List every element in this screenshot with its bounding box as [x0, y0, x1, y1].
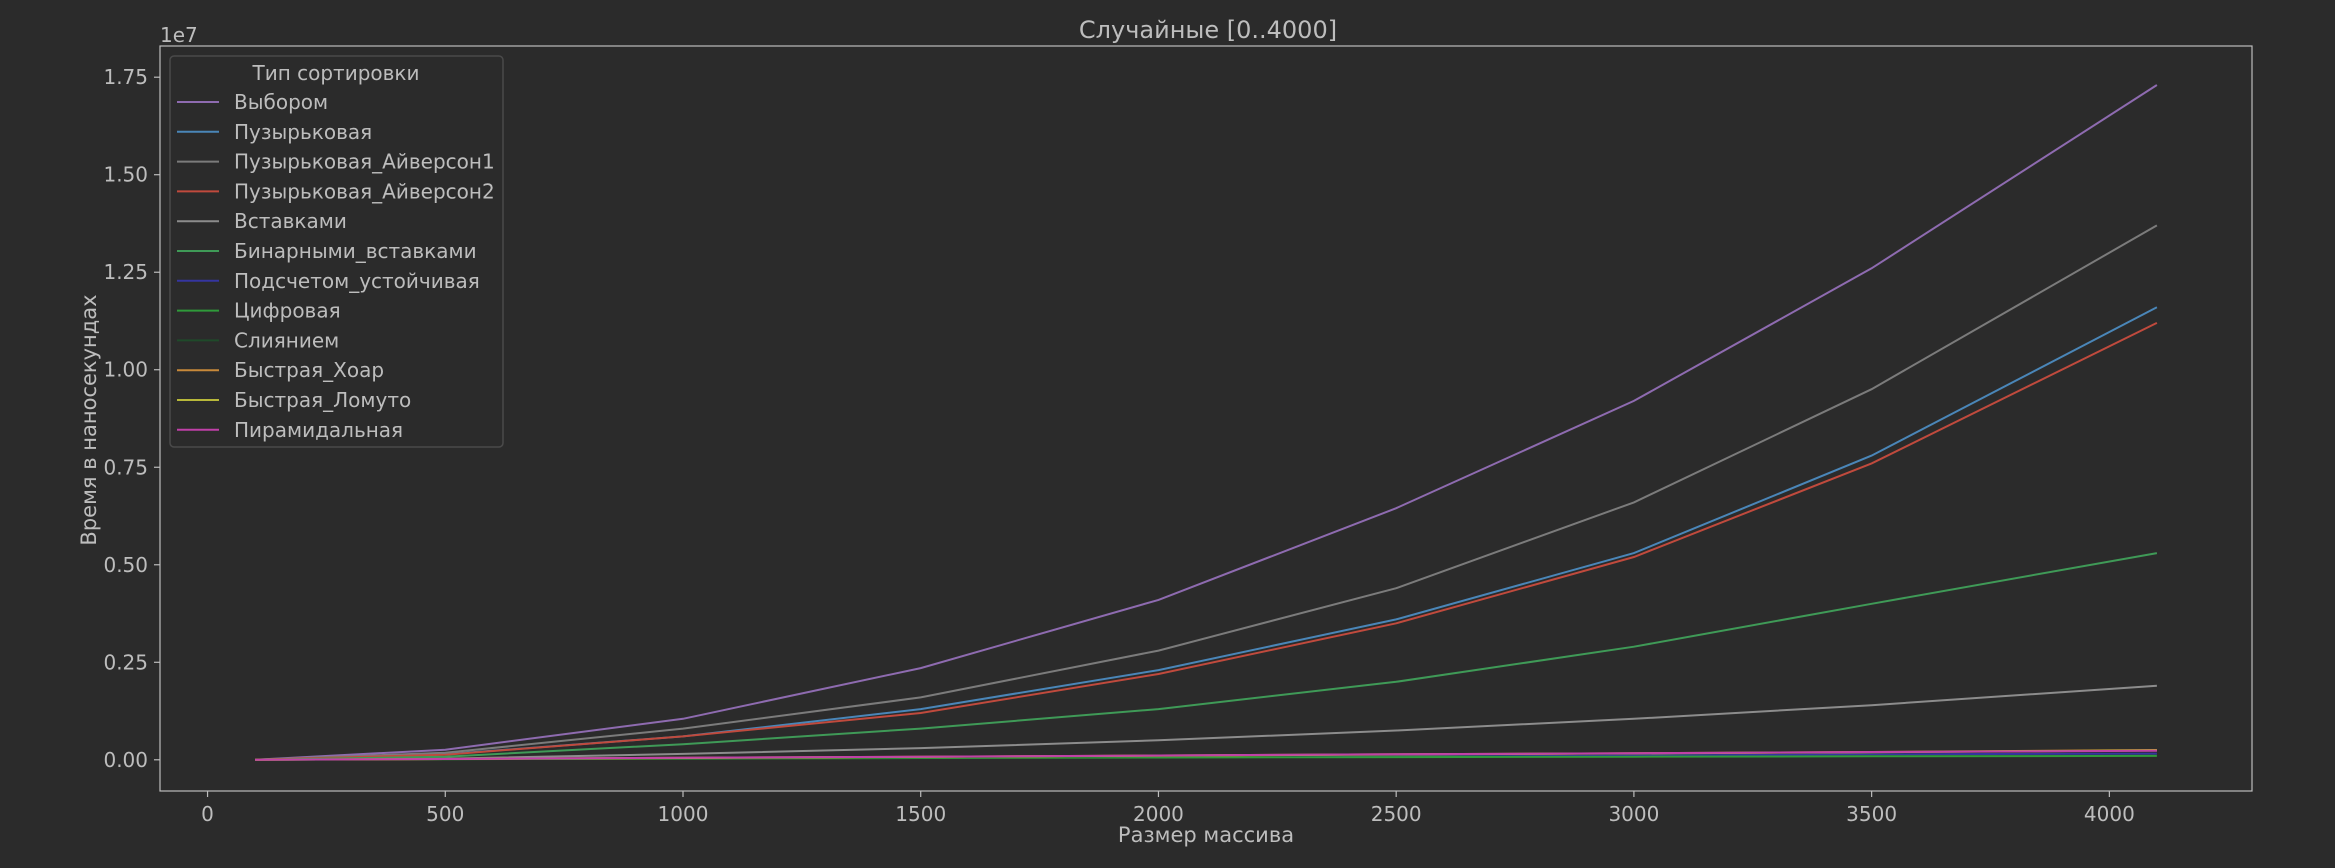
y-tick-label: 1.25 — [103, 260, 148, 284]
legend-entry: Пузырьковая_Айверсон1 — [234, 150, 495, 174]
legend-box — [169, 55, 504, 448]
series-line — [255, 84, 2158, 761]
legend-entry: Цифровая — [234, 299, 341, 323]
legend-entry: Быстрая_Хоар — [234, 358, 384, 382]
y-tick-label: 0.75 — [103, 455, 148, 479]
legend-entry: Слиянием — [234, 328, 339, 352]
legend-items: Выбором Пузырьковая Пузырьковая_Айверсон1 П… — [177, 90, 495, 442]
x-axis-label: Размер массива — [1118, 823, 1294, 847]
legend-entry: Быстрая_Ломуто — [234, 388, 411, 412]
series-lines — [255, 84, 2158, 761]
plot-frame — [159, 45, 2253, 792]
legend-title: Тип сортировки — [251, 61, 419, 85]
legend: Тип сортировки Выбором Пузырьковая Пузырьк… — [169, 55, 504, 448]
series-line — [255, 749, 2157, 761]
legend-entry: Вставками — [234, 209, 347, 233]
y-tick-label: 1.00 — [103, 358, 148, 382]
x-tick-label: 0 — [201, 802, 214, 826]
x-tick-label: 1000 — [658, 802, 709, 826]
x-tick-label: 1500 — [895, 802, 946, 826]
y-axis-label: Время в наносекундах — [77, 294, 101, 545]
chart-title: Случайные [0..4000] — [1079, 16, 1337, 44]
x-tick-label: 2500 — [1371, 802, 1422, 826]
y-tick-label: 0.00 — [103, 748, 148, 772]
y-tick-label: 1.50 — [103, 163, 148, 187]
y-axis-offset-label: 1e7 — [160, 23, 198, 47]
legend-entry: Подсчетом_устойчивая — [234, 269, 480, 293]
series-line — [255, 224, 2158, 761]
y-axis-ticks: 0.00 0.25 0.50 0.75 1.00 1.25 1.50 1.75 — [103, 65, 160, 772]
legend-entry: Пузырьковая_Айверсон2 — [234, 179, 495, 203]
series-line — [255, 684, 2157, 761]
x-tick-label: 3500 — [1846, 802, 1897, 826]
series-line — [255, 552, 2158, 761]
legend-entry: Пирамидальная — [234, 418, 403, 442]
y-tick-label: 0.50 — [103, 553, 148, 577]
x-tick-label: 2000 — [1133, 802, 1184, 826]
y-tick-label: 0.25 — [103, 650, 148, 674]
x-tick-label: 3000 — [1608, 802, 1659, 826]
legend-entry: Выбором — [234, 90, 328, 114]
x-tick-label: 4000 — [2084, 802, 2135, 826]
legend-entry: Бинарными_вставками — [234, 239, 477, 263]
y-tick-label: 1.75 — [103, 65, 148, 89]
series-line — [255, 322, 2158, 761]
legend-entry: Пузырьковая — [234, 120, 372, 144]
x-tick-label: 500 — [426, 802, 464, 826]
x-axis-ticks: 0 500 1000 1500 2000 2500 3000 3500 4000 — [201, 791, 2135, 826]
